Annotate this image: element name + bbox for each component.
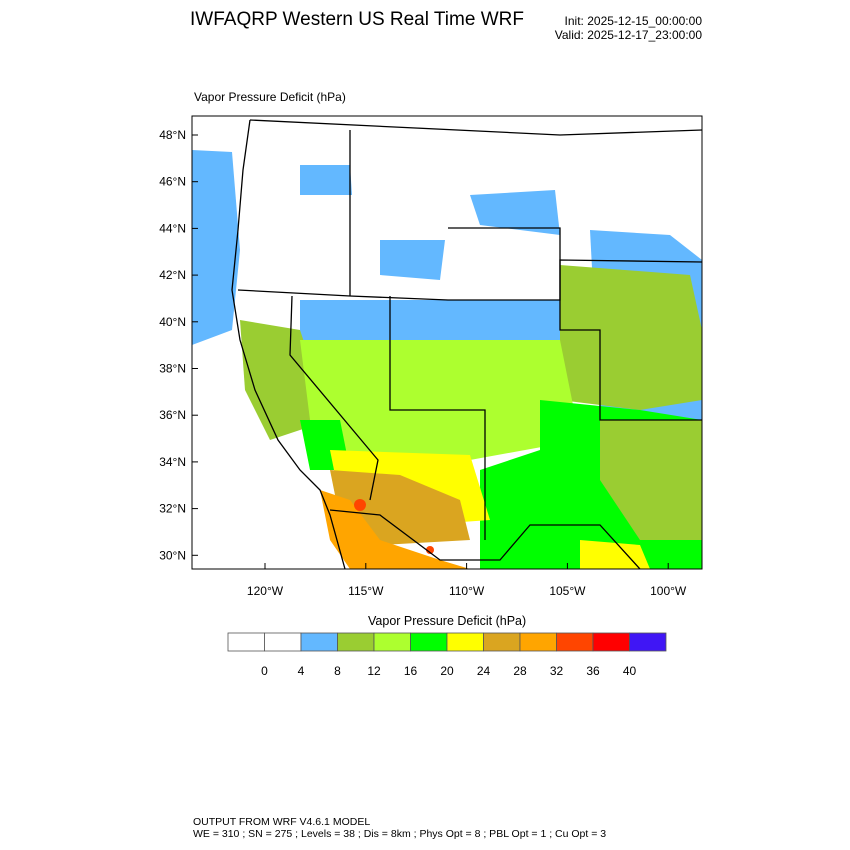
init-time: Init: 2025-12-15_00:00:00 bbox=[564, 14, 702, 28]
colorbar-swatch bbox=[446, 632, 484, 652]
valid-time: Valid: 2025-12-17_23:00:00 bbox=[554, 28, 702, 42]
lon-axis: 120°W 115°W 110°W 105°W 100°W bbox=[247, 563, 687, 598]
model-info: OUTPUT FROM WRF V4.6.1 MODEL WE = 310 ; … bbox=[193, 816, 606, 840]
lat-tick-label: 30°N bbox=[159, 548, 186, 562]
mexico-border bbox=[329, 509, 641, 569]
state-border bbox=[289, 295, 379, 501]
state-border bbox=[389, 296, 486, 540]
lat-tick-label: 48°N bbox=[159, 128, 186, 142]
colorbar-swatch bbox=[264, 632, 302, 652]
lat-tick-label: 42°N bbox=[159, 268, 186, 282]
region-8-12 bbox=[470, 190, 560, 235]
colorbar-swatch bbox=[556, 632, 594, 652]
lat-tick-label: 40°N bbox=[159, 315, 186, 329]
lat-tick-label: 44°N bbox=[159, 221, 186, 235]
region-32-36 bbox=[320, 490, 470, 569]
colorbar-label: 24 bbox=[477, 664, 491, 678]
colorbar-label: 36 bbox=[586, 664, 600, 678]
map-frame bbox=[191, 115, 703, 570]
colorbar-swatch bbox=[373, 632, 411, 652]
lon-tick-label: 105°W bbox=[549, 584, 586, 598]
colorbar-label: 28 bbox=[513, 664, 527, 678]
colorbar: 0 4 8 12 16 20 24 28 32 36 40 bbox=[227, 632, 667, 678]
state-border bbox=[448, 227, 702, 421]
region-8-12 bbox=[300, 300, 560, 340]
state-border bbox=[237, 259, 702, 301]
footer-line-1: OUTPUT FROM WRF V4.6.1 MODEL bbox=[193, 816, 371, 828]
lon-tick-label: 100°W bbox=[650, 584, 687, 598]
colorbar-swatch bbox=[592, 632, 630, 652]
lat-tick-label: 34°N bbox=[159, 455, 186, 469]
colorbar-label: 8 bbox=[334, 664, 341, 678]
lon-tick-label: 110°W bbox=[449, 584, 485, 598]
colorbar-swatch bbox=[483, 632, 521, 652]
lat-tick-label: 32°N bbox=[159, 502, 186, 516]
time-info: Init: 2025-12-15_00:00:00 Valid: 2025-12… bbox=[555, 14, 702, 42]
colorbar-swatch bbox=[300, 632, 338, 652]
lat-tick-label: 38°N bbox=[159, 362, 186, 376]
colorbar-label: 20 bbox=[440, 664, 454, 678]
state-border bbox=[249, 119, 702, 136]
colorbar-swatch bbox=[227, 632, 265, 652]
colorbar-swatch bbox=[629, 632, 667, 652]
coastline bbox=[231, 119, 346, 569]
colorbar-title: Vapor Pressure Deficit (hPa) bbox=[368, 614, 527, 628]
region-24-28 bbox=[580, 540, 650, 569]
colorbar-label: 16 bbox=[404, 664, 418, 678]
colorbar-label: 4 bbox=[298, 664, 305, 678]
lat-tick-label: 36°N bbox=[159, 408, 186, 422]
colorbar-label: 40 bbox=[623, 664, 637, 678]
region-36-40 bbox=[354, 499, 366, 511]
lat-axis: 48°N 46°N 44°N 42°N 40°N 38°N 36°N 34°N 32°N 30°N bbox=[159, 128, 198, 562]
region-12-16 bbox=[240, 320, 330, 440]
region-36-40 bbox=[426, 546, 434, 554]
lon-tick-label: 115°W bbox=[348, 584, 384, 598]
colorbar-label: 0 bbox=[261, 664, 268, 678]
lat-tick-label: 46°N bbox=[159, 175, 186, 189]
region-12-16 bbox=[560, 265, 702, 410]
colorbar-swatch bbox=[519, 632, 557, 652]
colorbar-label: 32 bbox=[550, 664, 564, 678]
figure-title: IWFAQRP Western US Real Time WRF bbox=[190, 9, 524, 30]
region-12-16 bbox=[600, 420, 702, 540]
colorbar-label: 12 bbox=[367, 664, 381, 678]
colorbar-swatch bbox=[410, 632, 448, 652]
vpd-field bbox=[192, 116, 702, 569]
lon-tick-label: 120°W bbox=[247, 584, 284, 598]
colorbar-swatch bbox=[337, 632, 375, 652]
region-8-12 bbox=[300, 165, 352, 195]
region-8-12 bbox=[192, 150, 240, 345]
footer-line-2: WE = 310 ; SN = 275 ; Levels = 38 ; Dis … bbox=[193, 828, 607, 840]
region-16-20 bbox=[300, 340, 580, 470]
plot-subtitle: Vapor Pressure Deficit (hPa) bbox=[194, 90, 346, 104]
region-8-12 bbox=[380, 240, 445, 280]
